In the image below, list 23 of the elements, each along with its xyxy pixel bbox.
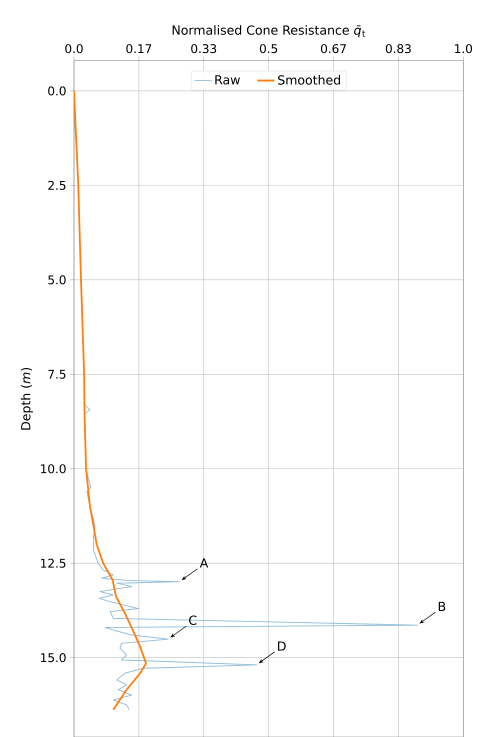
x-tick-label: 0.5 xyxy=(260,44,278,54)
x-tick-label: 0.0 xyxy=(65,44,83,54)
x-tick-label: 1.0 xyxy=(455,44,472,54)
y-tick-label: 10.0 xyxy=(41,464,66,474)
y-tick-label: 0.0 xyxy=(48,86,66,96)
y-tick-label: 12.5 xyxy=(41,558,66,568)
x-tick-label: 0.83 xyxy=(386,44,411,54)
x-tick-label: 0.17 xyxy=(126,44,152,54)
annotation: C xyxy=(189,615,196,625)
y-tick-label: 2.5 xyxy=(48,180,66,190)
line-series xyxy=(74,90,147,711)
y-tick-label: 7.5 xyxy=(48,370,66,379)
annotation: B xyxy=(438,602,446,611)
x-tick-label: 0.33 xyxy=(191,44,216,54)
annotation: D xyxy=(278,642,286,651)
y-tick-label: 5.0 xyxy=(48,275,66,284)
legend-label: Raw xyxy=(215,75,240,85)
y-axis-title: Depth (m) xyxy=(20,368,33,430)
x-tick-label: 0.67 xyxy=(320,44,346,54)
annotation: A xyxy=(200,558,208,568)
legend-label: Smoothed xyxy=(278,75,340,85)
x-axis-title: Normalised Cone Resistance q̄$_{t}$ xyxy=(172,25,366,38)
y-tick-label: 15.0 xyxy=(41,653,66,662)
